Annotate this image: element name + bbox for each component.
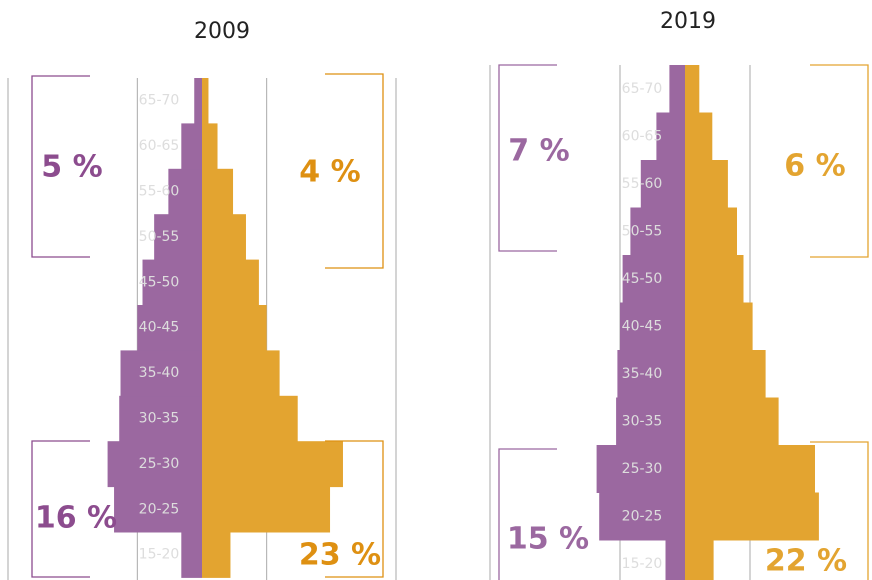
- bar: [685, 207, 737, 256]
- bar: [120, 350, 202, 397]
- annotation: 16 %: [35, 501, 117, 536]
- y-tick-label: 60-65: [139, 138, 180, 154]
- annotation: 23 %: [299, 538, 381, 573]
- bracket: [325, 440, 384, 578]
- bar: [685, 65, 700, 113]
- bar: [114, 486, 202, 533]
- bar: [616, 397, 685, 446]
- bracket: [498, 448, 557, 580]
- bar: [685, 445, 815, 493]
- bar: [181, 532, 202, 578]
- y-tick-label: 45-50: [139, 274, 180, 290]
- y-tick-label: 50-55: [139, 229, 180, 245]
- bar: [685, 540, 714, 580]
- annotation: 5 %: [41, 150, 102, 185]
- annotation: 22 %: [765, 544, 847, 579]
- bar: [630, 207, 685, 256]
- bar: [142, 259, 202, 306]
- bar: [119, 395, 202, 442]
- bar: [685, 302, 753, 351]
- y-tick-label: 65-70: [139, 93, 180, 109]
- chart-title: 2009: [194, 19, 250, 44]
- bar: [202, 78, 209, 124]
- bar: [665, 540, 685, 580]
- bracket: [810, 64, 869, 258]
- y-tick-label: 25-30: [139, 456, 180, 472]
- chart-title: 2019: [660, 9, 716, 34]
- bar: [685, 112, 713, 161]
- bar: [202, 486, 331, 533]
- bar: [202, 259, 259, 306]
- bracket: [498, 64, 557, 252]
- y-tick-label: 50-55: [622, 223, 663, 239]
- bar: [202, 168, 234, 215]
- annotation: 15 %: [507, 522, 589, 557]
- y-tick-label: 25-30: [622, 461, 663, 477]
- bar: [202, 123, 218, 170]
- bar: [107, 441, 202, 488]
- y-tick-label: 40-45: [622, 318, 663, 334]
- bar: [202, 305, 267, 351]
- y-tick-label: 35-40: [622, 366, 663, 382]
- bar: [194, 78, 202, 124]
- y-tick-label: 30-35: [139, 411, 180, 427]
- bar: [202, 214, 246, 261]
- y-tick-label: 20-25: [139, 501, 180, 517]
- bracket: [31, 440, 90, 578]
- bar: [620, 302, 685, 351]
- bracket: [325, 73, 384, 269]
- y-tick-label: 15-20: [139, 547, 180, 563]
- bar: [202, 350, 280, 397]
- bar: [685, 160, 728, 208]
- bracket: [810, 441, 869, 580]
- y-tick-label: 60-65: [622, 128, 663, 144]
- bar: [669, 65, 685, 113]
- bar: [685, 492, 819, 541]
- y-tick-label: 30-35: [622, 413, 663, 429]
- annotation: 7 %: [508, 134, 569, 169]
- bracket: [31, 75, 90, 258]
- bar: [599, 492, 685, 541]
- bar: [656, 112, 685, 161]
- y-tick-label: 20-25: [622, 508, 663, 524]
- annotation: 4 %: [299, 155, 360, 190]
- bar: [622, 255, 685, 303]
- bar: [154, 214, 202, 261]
- bar: [640, 160, 685, 208]
- bar: [202, 532, 231, 578]
- bar: [168, 168, 202, 215]
- bar: [685, 397, 779, 446]
- bar: [596, 445, 685, 493]
- bar: [137, 305, 202, 351]
- bar: [181, 123, 202, 170]
- bar: [202, 395, 298, 442]
- y-tick-label: 65-70: [622, 81, 663, 97]
- bar: [685, 350, 766, 398]
- y-tick-label: 55-60: [139, 184, 180, 200]
- y-tick-label: 40-45: [139, 320, 180, 336]
- bar: [202, 441, 343, 488]
- y-tick-label: 15-20: [622, 556, 663, 572]
- y-tick-label: 55-60: [622, 176, 663, 192]
- y-tick-label: 45-50: [622, 271, 663, 287]
- y-tick-label: 35-40: [139, 365, 180, 381]
- bar: [617, 350, 685, 398]
- annotation: 6 %: [784, 149, 845, 184]
- bar: [685, 255, 744, 303]
